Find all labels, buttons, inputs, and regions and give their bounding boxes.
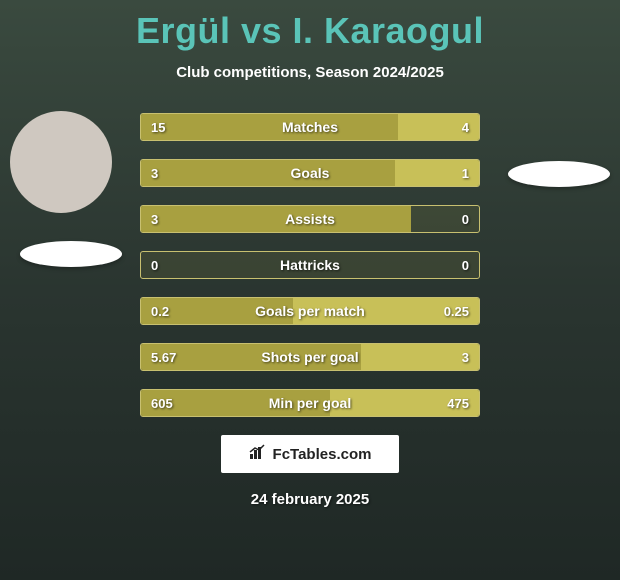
stat-value-right: 0 — [462, 206, 469, 232]
stat-row: 3Assists0 — [140, 205, 480, 233]
stat-value-right: 1 — [462, 160, 469, 186]
stat-value-right: 0.25 — [444, 298, 469, 324]
fctables-logo[interactable]: FcTables.com — [221, 435, 399, 473]
comparison-subtitle: Club competitions, Season 2024/2025 — [0, 64, 620, 81]
stat-label: Min per goal — [141, 390, 479, 416]
stat-value-right: 475 — [447, 390, 469, 416]
stat-row: 3Goals1 — [140, 159, 480, 187]
stats-bars: 15Matches43Goals13Assists00Hattricks00.2… — [140, 111, 480, 417]
stat-value-right: 0 — [462, 252, 469, 278]
stat-label: Shots per goal — [141, 344, 479, 370]
comparison-title: Ergül vs I. Karaogul — [0, 0, 620, 52]
stat-label: Hattricks — [141, 252, 479, 278]
stat-row: 0.2Goals per match0.25 — [140, 297, 480, 325]
stat-label: Matches — [141, 114, 479, 140]
stat-label: Goals per match — [141, 298, 479, 324]
stat-label: Assists — [141, 206, 479, 232]
player-left-avatar — [10, 111, 112, 213]
stat-row: 0Hattricks0 — [140, 251, 480, 279]
logo-text: FcTables.com — [273, 446, 372, 463]
chart-icon — [249, 444, 267, 465]
stat-value-right: 4 — [462, 114, 469, 140]
team-badge-left — [20, 241, 122, 267]
stat-label: Goals — [141, 160, 479, 186]
stat-value-right: 3 — [462, 344, 469, 370]
content-area: 15Matches43Goals13Assists00Hattricks00.2… — [0, 111, 620, 417]
comparison-date: 24 february 2025 — [0, 491, 620, 508]
stat-row: 5.67Shots per goal3 — [140, 343, 480, 371]
stat-row: 605Min per goal475 — [140, 389, 480, 417]
team-badge-right — [508, 161, 610, 187]
stat-row: 15Matches4 — [140, 113, 480, 141]
